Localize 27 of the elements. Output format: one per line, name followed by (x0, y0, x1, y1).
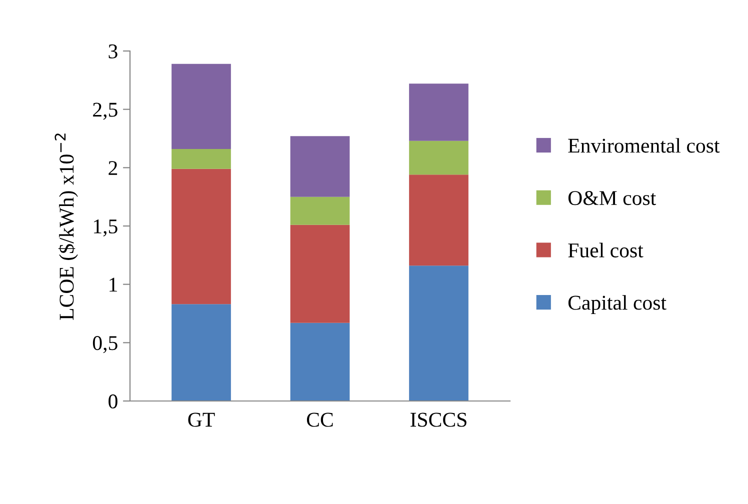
bar (172, 64, 231, 149)
bar (409, 266, 468, 401)
legend-label: Enviromental cost (568, 138, 720, 153)
bar (172, 149, 231, 169)
bar (409, 174, 468, 266)
y-tick-label: 2,5 (93, 102, 118, 120)
bar (290, 196, 350, 225)
y-tick-label: 1 (110, 278, 117, 292)
bar (409, 84, 468, 141)
x-tick-label: GT (188, 412, 215, 427)
bar (409, 140, 468, 175)
y-tick-label: 0,5 (92, 336, 118, 354)
bar (290, 322, 350, 401)
bar (172, 168, 231, 304)
bar (172, 304, 231, 401)
x-tick-label: ISCCS (410, 412, 466, 427)
legend-label: O&M cost (568, 191, 656, 206)
y-tick-label: 2 (108, 161, 118, 175)
legend-label: Capital cost (568, 295, 666, 314)
bar (290, 136, 350, 197)
y-tick-label: 1,5 (94, 219, 118, 236)
bar (290, 224, 350, 323)
x-tick-label: CC (306, 412, 333, 427)
y-axis-title: LCOE ($/kWh) x10$^{−2}$ (54, 134, 78, 320)
y-tick-label: 0 (108, 394, 118, 408)
y-tick-label: 3 (108, 44, 118, 58)
legend-label: Fuel cost (568, 242, 644, 258)
